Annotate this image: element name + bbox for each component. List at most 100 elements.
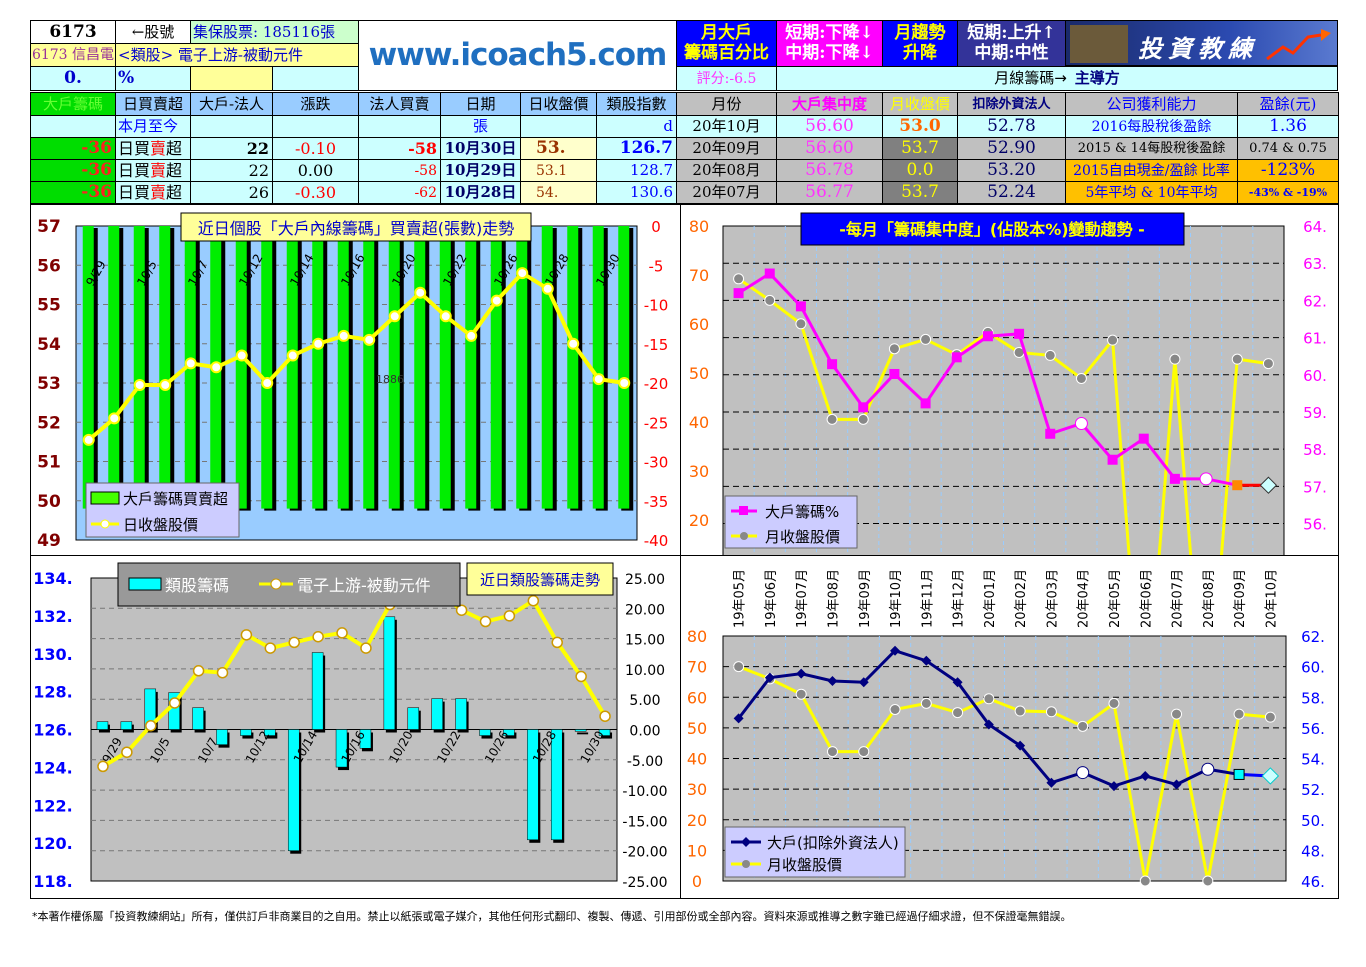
chart-title: 近日類股籌碼走勢 <box>480 571 600 589</box>
row-inst-trade: -58 <box>358 159 441 182</box>
logo-banner: 投資教練 <box>1065 20 1338 66</box>
price-point <box>1171 708 1183 720</box>
label-part: 賣 <box>150 160 167 180</box>
legend-label: 月收盤股價 <box>765 528 840 546</box>
big-holder-point <box>1261 767 1280 785</box>
price-point <box>889 704 901 715</box>
empty-cell <box>272 66 359 91</box>
price-point <box>826 746 838 758</box>
concentration-point <box>1199 472 1213 486</box>
right-tick-label: -5.00 <box>627 754 663 770</box>
left-tick-label: 55 <box>37 296 61 316</box>
pct-sign: % <box>115 66 191 91</box>
index-point <box>264 642 277 654</box>
price-point <box>82 433 95 446</box>
row-date: 10月28日 <box>440 181 521 204</box>
price-point <box>1169 353 1181 365</box>
concentration-point <box>858 402 869 413</box>
price-point <box>733 661 745 673</box>
row-profit-item: 2015自由現金/盈餘 比率 <box>1065 159 1238 182</box>
x-tick-label: 19年08月 <box>826 569 841 628</box>
row-ex-foreign: 52.78 <box>957 115 1066 138</box>
col-header-change: 漲跌 <box>272 92 359 116</box>
left-tick-label: 80 <box>687 627 707 646</box>
price-point <box>1077 720 1089 732</box>
short-term: 短期:上升↑ <box>967 23 1056 43</box>
right-tick-label: 62. <box>1303 292 1327 310</box>
index-point <box>527 594 540 607</box>
price-point <box>1044 349 1056 361</box>
bar <box>264 729 276 736</box>
chart-title: 近日個股「大戶內線籌碼」買賣超(張數)走勢 <box>198 219 515 238</box>
price-point <box>465 329 478 342</box>
col-header-inst-trade: 法人買賣 <box>358 92 441 116</box>
subrow-cell <box>520 115 597 138</box>
right-tick-label: -25.00 <box>622 875 667 891</box>
right-tick-label: 58. <box>1301 689 1325 707</box>
index-point <box>97 760 109 773</box>
label-part: 超 <box>166 182 183 202</box>
right-tick-label: -35 <box>644 493 669 511</box>
price-point <box>388 310 401 323</box>
row-big-minus-inst: 22 <box>190 159 273 182</box>
x-tick-label: 19年05月 <box>733 569 748 628</box>
price-point <box>1045 706 1057 718</box>
col-header-big-minus-inst: 大戶-法人 <box>190 92 273 116</box>
legend-label: 大戶籌碼% <box>765 503 839 521</box>
col-header-eps: 盈餘(元) <box>1237 92 1339 116</box>
left-tick-label: 70 <box>687 658 707 677</box>
left-tick-label: 49 <box>37 531 61 551</box>
row-change: -0.10 <box>272 137 359 160</box>
main-side-label: 主導方 <box>1074 69 1120 87</box>
label-part: 超 <box>166 160 183 180</box>
price-point <box>733 273 745 285</box>
website-link[interactable]: www.icoach5.com <box>358 20 677 91</box>
monthly-concentration-chart: 80 70 60 50 40 30 20 64. 63. 62. 61. 60. 59. 58. 57. 56… <box>680 204 1339 747</box>
x-tick-label: 20年05月 <box>1108 569 1123 628</box>
price-point <box>159 378 172 391</box>
monthly-big-holder-ex-foreign-chart: 19年05月 19年06月 19年07月 19年08月 19年09月 19年10月 19年1… <box>680 555 1339 899</box>
legend-swatch-marker <box>741 837 751 847</box>
left-tick-label: 20 <box>687 811 707 830</box>
index-point <box>336 627 348 639</box>
index-point <box>551 636 563 649</box>
bar <box>479 729 491 736</box>
index-point <box>503 610 516 622</box>
left-tick-label: 120. <box>33 834 72 853</box>
row-daily-close: 54. <box>520 181 597 204</box>
score: 評分:-6.5 <box>676 66 777 91</box>
price-point <box>133 378 146 391</box>
big-holder-point <box>1046 777 1057 788</box>
price-point <box>1233 708 1245 720</box>
label-part: 日買 <box>118 160 151 180</box>
bar <box>414 226 426 509</box>
bar <box>96 721 109 730</box>
legend-swatch-marker <box>742 860 750 868</box>
row-eps: 0.74 & 0.75 <box>1237 137 1339 160</box>
right-tick-label: -30 <box>644 454 669 472</box>
price-point <box>439 310 452 323</box>
row-monthly-close: 53.7 <box>882 181 958 204</box>
col-header-profit-item: 公司獲利能力 <box>1065 92 1238 116</box>
row-label: 日買賣超 <box>115 159 191 182</box>
bar <box>82 226 94 509</box>
copyright-footer: *本著作權係屬「投資教練網站」所有，僅供訂戶非商業目的之自用。禁止以紙張或電子媒… <box>32 910 1072 923</box>
bar <box>108 226 120 509</box>
right-tick-label: 62. <box>1301 628 1325 646</box>
concentration-point <box>951 352 962 363</box>
left-tick-label: 40 <box>689 413 709 432</box>
legend-label: 月收盤股價 <box>767 856 842 874</box>
row-date: 10月29日 <box>440 159 521 182</box>
subrow-cell <box>272 115 359 138</box>
bar <box>527 729 539 841</box>
chart-arrow-icon <box>1266 29 1331 61</box>
row-big-minus-inst: 22 <box>190 137 273 160</box>
title-box <box>180 212 532 242</box>
label-line: 籌碼百分比 <box>684 43 769 63</box>
row-eps: -43% & -19% <box>1237 181 1339 204</box>
row-profit-item: 5年平均 & 10年平均 <box>1065 181 1238 204</box>
right-tick-label: 0.00 <box>629 724 660 740</box>
left-tick-label: 10 <box>687 841 707 860</box>
right-tick-label: 61. <box>1303 330 1327 348</box>
price-point <box>1231 353 1243 365</box>
